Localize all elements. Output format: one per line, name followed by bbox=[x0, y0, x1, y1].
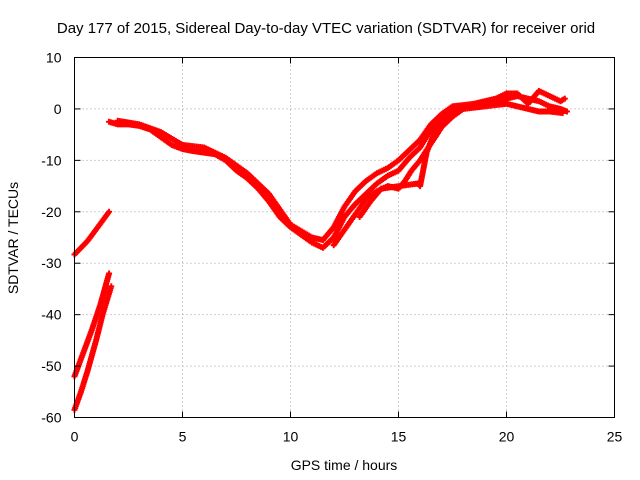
y-tick-label: -10 bbox=[41, 152, 61, 168]
data-points bbox=[71, 87, 570, 413]
data-point bbox=[106, 270, 113, 277]
y-tick-label: -50 bbox=[41, 358, 61, 374]
x-tick-label: 0 bbox=[71, 429, 79, 445]
y-axis-label: SDTVAR / TECUs bbox=[5, 182, 21, 294]
x-axis-label: GPS time / hours bbox=[291, 457, 398, 473]
data-point bbox=[106, 208, 113, 215]
data-point bbox=[559, 110, 566, 117]
tick-labels: 0 5 10 15 20 25 -60 -50 -40 -30 -20 -10 0 10 bbox=[41, 50, 622, 445]
x-tick-label: 20 bbox=[499, 429, 515, 445]
y-tick-label: 10 bbox=[46, 50, 62, 66]
y-tick-label: 0 bbox=[54, 101, 62, 117]
chart-title: Day 177 of 2015, Sidereal Day-to-day VTE… bbox=[57, 20, 595, 37]
data-point bbox=[561, 95, 568, 102]
x-tick-label: 25 bbox=[607, 429, 623, 445]
plot-frame bbox=[74, 57, 615, 418]
grid-lines bbox=[74, 57, 615, 418]
x-tick-label: 15 bbox=[391, 429, 407, 445]
y-tick-label: -40 bbox=[41, 307, 61, 323]
y-tick-label: -30 bbox=[41, 255, 61, 271]
data-point bbox=[443, 116, 450, 123]
y-tick-label: -20 bbox=[41, 204, 61, 220]
y-tick-label: -60 bbox=[41, 410, 61, 426]
data-point bbox=[108, 283, 115, 290]
axis-ticks bbox=[74, 57, 615, 418]
data-point bbox=[563, 108, 570, 115]
x-tick-label: 5 bbox=[179, 429, 187, 445]
x-tick-label: 10 bbox=[283, 429, 299, 445]
